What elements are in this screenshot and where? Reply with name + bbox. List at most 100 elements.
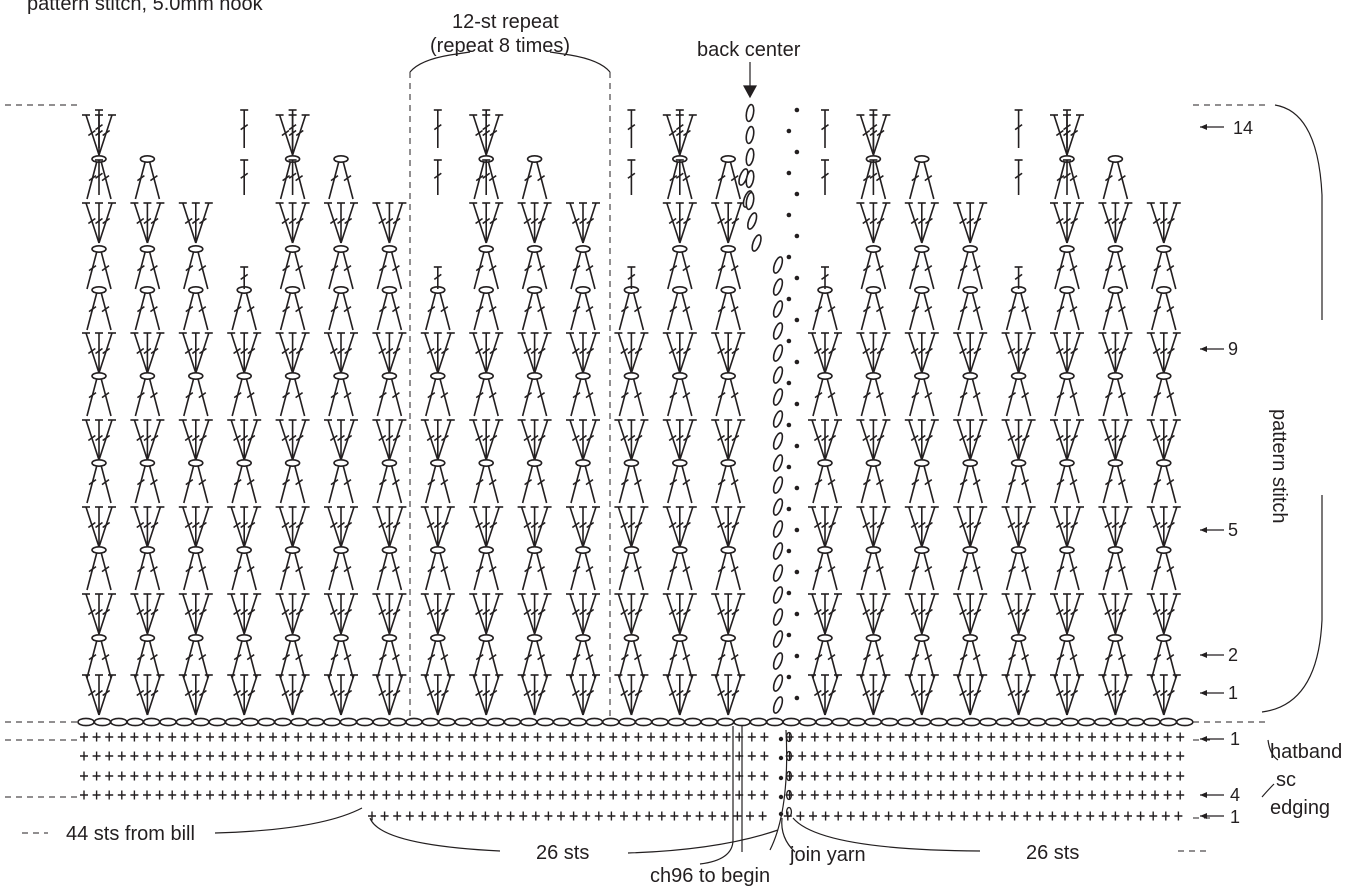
dc-tick bbox=[862, 521, 871, 529]
dc-stitch bbox=[342, 639, 354, 679]
dc-stitch bbox=[340, 674, 355, 716]
sc-stitch bbox=[180, 751, 189, 761]
dc-tick bbox=[876, 608, 885, 616]
dc-stitch bbox=[812, 551, 824, 591]
dc-tick bbox=[675, 689, 684, 697]
slip-stitch-dot bbox=[794, 443, 800, 449]
dc-tick bbox=[281, 689, 290, 697]
dc-stitch bbox=[909, 160, 921, 200]
dc-tick bbox=[862, 565, 871, 573]
dc-tick bbox=[1021, 347, 1030, 355]
dc-stitch bbox=[909, 250, 921, 290]
dc-tick bbox=[344, 347, 353, 355]
dc-stitch bbox=[472, 202, 487, 244]
dc-stitch bbox=[1114, 506, 1130, 548]
dc-tick bbox=[1159, 608, 1168, 616]
sc-stitch bbox=[823, 771, 832, 781]
dc-tick bbox=[1152, 347, 1161, 355]
dc-tick bbox=[1070, 347, 1079, 355]
sc-stitch bbox=[294, 751, 303, 761]
sc-stitch bbox=[823, 732, 832, 742]
dc-tick bbox=[586, 521, 595, 529]
shell-chain bbox=[139, 545, 156, 554]
dc-stitch bbox=[874, 291, 887, 331]
sc-stitch bbox=[546, 732, 555, 742]
dc-tick bbox=[246, 305, 255, 313]
dc-stitch bbox=[328, 250, 340, 290]
sc-stitch bbox=[1037, 751, 1046, 761]
chain-stitch bbox=[273, 717, 292, 727]
dc-tick bbox=[391, 391, 400, 399]
shell-chain bbox=[139, 155, 156, 164]
dc-stitch bbox=[667, 250, 679, 290]
dc-tick bbox=[149, 565, 158, 573]
dc-tick bbox=[876, 521, 885, 529]
dc-stitch bbox=[679, 593, 694, 635]
sc-stitch bbox=[683, 811, 691, 821]
dc-tick bbox=[524, 391, 533, 399]
dc-tick bbox=[966, 347, 975, 355]
dc-tick bbox=[385, 434, 394, 442]
dc-stitch bbox=[1005, 377, 1018, 417]
shell-chain bbox=[913, 633, 930, 642]
dc-tick bbox=[973, 521, 982, 529]
dc-tick bbox=[233, 434, 242, 442]
sc-stitch bbox=[1025, 790, 1033, 800]
shell-chain bbox=[1059, 545, 1075, 554]
dc-tick bbox=[524, 264, 533, 272]
dc-tick bbox=[198, 653, 207, 661]
sc-stitch bbox=[1138, 790, 1147, 800]
dc-stitch bbox=[425, 464, 437, 504]
dc-tick bbox=[1021, 305, 1030, 313]
dc-stitch bbox=[134, 291, 147, 331]
dc-tick bbox=[731, 347, 740, 355]
dc-tick bbox=[585, 264, 594, 272]
sc-stitch bbox=[571, 732, 580, 742]
dc-stitch bbox=[923, 291, 935, 331]
dc-tick bbox=[620, 689, 629, 697]
sc-stitch bbox=[722, 771, 731, 781]
dc-stitch bbox=[148, 160, 161, 200]
dc-tick bbox=[1166, 217, 1175, 225]
left-sts-leader-2 bbox=[627, 829, 779, 854]
dc-tick bbox=[344, 521, 353, 529]
dc-tick bbox=[198, 305, 207, 313]
sc-stitch bbox=[80, 732, 88, 742]
dc-stitch bbox=[376, 250, 389, 290]
shell-chain bbox=[865, 633, 882, 642]
dc-stitch bbox=[727, 332, 742, 374]
dc-tick bbox=[1104, 174, 1113, 182]
shell-chain bbox=[913, 155, 930, 164]
dc-tick bbox=[579, 608, 587, 616]
dc-tick bbox=[489, 347, 498, 355]
dc-stitch bbox=[826, 551, 838, 591]
dc-tick bbox=[1063, 434, 1071, 442]
sc-stitch bbox=[798, 771, 807, 781]
dc-tick bbox=[1070, 608, 1079, 616]
dc-stitch bbox=[342, 464, 354, 504]
sc-stitch bbox=[382, 732, 391, 742]
dc-stitch bbox=[569, 202, 584, 244]
dc-stitch bbox=[100, 464, 112, 504]
dc-tick bbox=[95, 434, 103, 442]
sc-stitch bbox=[1050, 732, 1059, 742]
dc-stitch bbox=[1019, 377, 1032, 417]
slip-stitch-dot bbox=[794, 569, 800, 575]
dc-stitch bbox=[485, 593, 500, 635]
dc-tick bbox=[489, 608, 498, 616]
dc-tick bbox=[973, 347, 982, 355]
sc-stitch bbox=[382, 790, 391, 800]
dc-stitch bbox=[425, 291, 437, 331]
dc-stitch bbox=[195, 419, 210, 461]
sc-stitch bbox=[722, 790, 731, 800]
dc-stitch bbox=[245, 551, 257, 591]
chain-stitch bbox=[421, 717, 440, 727]
dc-stitch bbox=[874, 464, 887, 504]
dc-stitch bbox=[1068, 160, 1080, 200]
dc-tick bbox=[731, 521, 740, 529]
dc-stitch bbox=[923, 377, 935, 417]
sc-stitch bbox=[836, 771, 844, 781]
dc-tick bbox=[627, 608, 636, 616]
dc-tick bbox=[1104, 689, 1113, 697]
dc-stitch bbox=[1163, 419, 1178, 461]
